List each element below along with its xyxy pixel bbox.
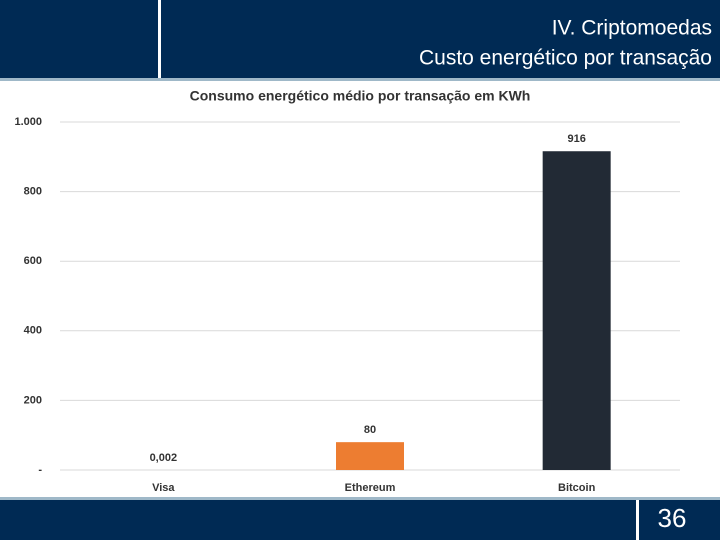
y-tick-label: 600 xyxy=(24,255,42,267)
slide-number: 36 xyxy=(658,503,687,533)
header-divider xyxy=(158,0,161,78)
y-tick-label: - xyxy=(38,464,42,476)
x-tick-label: Ethereum xyxy=(345,482,396,494)
footer-rule xyxy=(0,497,720,500)
data-label: 916 xyxy=(567,133,585,145)
y-tick-label: 800 xyxy=(24,186,42,198)
data-label: 80 xyxy=(364,424,376,436)
x-tick-label: Visa xyxy=(152,482,175,494)
bar xyxy=(542,151,611,470)
chart-title: Consumo energético médio por transação e… xyxy=(190,88,531,104)
data-label: 0,002 xyxy=(150,452,178,464)
footer-band xyxy=(0,500,720,540)
header-band xyxy=(0,0,720,78)
footer-divider xyxy=(636,500,639,540)
x-tick-label: Bitcoin xyxy=(558,482,596,494)
bar xyxy=(336,442,404,470)
y-tick-label: 1.000 xyxy=(14,116,42,128)
slide-subtitle: Custo energético por transação xyxy=(419,47,712,70)
header-rule xyxy=(0,78,720,81)
y-tick-label: 200 xyxy=(24,394,42,406)
y-tick-label: 400 xyxy=(24,325,42,337)
slide-title: IV. Criptomoedas xyxy=(552,17,712,40)
